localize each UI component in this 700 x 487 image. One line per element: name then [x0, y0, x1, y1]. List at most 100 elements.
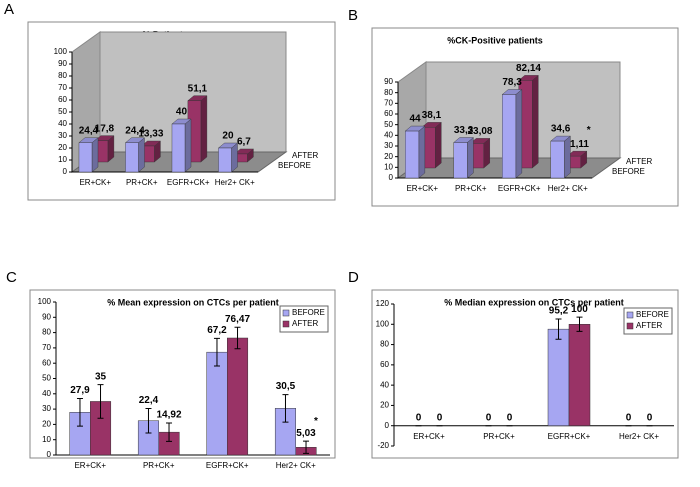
error-bar — [145, 407, 152, 434]
value-label: 14,92 — [157, 410, 182, 421]
error-bar — [555, 318, 562, 340]
y-tick-label: 70 — [58, 83, 67, 92]
x-tick-label: ER+CK+ — [413, 432, 445, 441]
error-bar — [76, 398, 83, 427]
x-tick-label: EGFR+CK+ — [548, 432, 591, 441]
value-label: 20 — [222, 131, 234, 142]
bar — [78, 142, 93, 173]
bar-side — [200, 95, 208, 163]
chart-title: %CK-Positive patients — [447, 35, 543, 45]
bar-side — [184, 118, 192, 173]
bar — [171, 123, 186, 173]
depth-label: AFTER — [292, 151, 318, 160]
error-bar — [282, 394, 289, 423]
value-label: 0 — [626, 412, 632, 423]
value-label: 95,2 — [549, 306, 569, 317]
legend-label: AFTER — [292, 319, 318, 328]
y-tick-label: 70 — [384, 98, 393, 107]
y-tick-label: 90 — [384, 77, 393, 86]
y-tick-label: 20 — [380, 401, 389, 410]
x-tick-label: EGFR+CK+ — [167, 178, 210, 187]
value-label: 51,1 — [188, 83, 208, 94]
x-tick-label: ER+CK+ — [79, 178, 111, 187]
y-tick-label: 80 — [384, 88, 393, 97]
bar — [547, 328, 570, 426]
annotation: * — [587, 125, 591, 136]
x-tick-label: Her2+ CK+ — [619, 432, 659, 441]
y-tick-label: 20 — [58, 143, 67, 152]
bar-side — [138, 137, 145, 173]
value-label: 35 — [95, 371, 107, 382]
error-bar — [97, 384, 104, 419]
bar-side — [564, 135, 571, 179]
bar — [568, 324, 591, 426]
y-tick-label: 30 — [42, 404, 51, 413]
bar — [453, 142, 468, 179]
y-tick-label: 90 — [58, 59, 67, 68]
value-label: 0 — [416, 412, 422, 423]
value-label: 0 — [437, 412, 443, 423]
value-label: 0 — [507, 412, 513, 423]
y-tick-label: 50 — [42, 374, 51, 383]
panel-letter: A — [4, 1, 14, 18]
bar-side — [418, 125, 426, 179]
y-tick-label: 40 — [384, 130, 393, 139]
y-tick-label: 90 — [42, 312, 51, 321]
y-tick-label: 80 — [58, 71, 67, 80]
value-label: 82,14 — [516, 63, 541, 74]
y-tick-label: 0 — [47, 450, 52, 459]
bar — [550, 140, 565, 179]
y-tick-label: 0 — [63, 167, 68, 176]
bar-side — [515, 89, 523, 179]
y-tick-label: -20 — [377, 441, 389, 450]
value-label: 78,3 — [502, 77, 522, 88]
y-tick-label: 20 — [384, 152, 393, 161]
y-tick-label: 50 — [58, 107, 67, 116]
legend-swatch — [626, 311, 634, 319]
error-bar — [576, 316, 583, 332]
error-bar — [166, 422, 173, 442]
bar — [206, 351, 228, 456]
value-label: 0 — [647, 412, 653, 423]
value-label: 34,6 — [551, 124, 571, 135]
y-tick-label: 60 — [384, 109, 393, 118]
legend-label: AFTER — [636, 321, 662, 330]
y-tick-label: 60 — [42, 358, 51, 367]
x-tick-label: Her2+ CK+ — [276, 461, 316, 470]
value-label: 23,08 — [467, 126, 492, 137]
depth-label: BEFORE — [278, 161, 311, 170]
x-tick-label: ER+CK+ — [406, 184, 438, 193]
bar — [227, 337, 249, 456]
legend-label: BEFORE — [292, 308, 325, 317]
y-tick-label: 100 — [38, 297, 52, 306]
value-label: 30,5 — [276, 381, 296, 392]
panel-letter: C — [6, 269, 17, 286]
bar — [218, 147, 232, 173]
x-tick-label: PR+CK+ — [143, 461, 175, 470]
value-label: 67,2 — [207, 325, 227, 336]
legend-swatch — [282, 320, 290, 328]
y-tick-label: 0 — [385, 421, 390, 430]
value-label: 22,4 — [139, 395, 159, 406]
value-label: 38,1 — [422, 110, 442, 121]
legend-label: BEFORE — [636, 310, 669, 319]
bar-side — [467, 137, 474, 179]
legend-swatch — [282, 309, 290, 317]
bar — [405, 130, 420, 179]
bar-side — [532, 74, 539, 169]
chart-title: % Mean expression on CTCs per patient — [107, 297, 279, 307]
y-tick-label: 40 — [380, 380, 389, 389]
x-tick-label: Her2+ CK+ — [215, 178, 255, 187]
legend-swatch — [626, 322, 634, 330]
y-tick-label: 10 — [384, 162, 393, 171]
x-tick-label: EGFR+CK+ — [206, 461, 249, 470]
value-label: 24,4 — [125, 125, 145, 136]
y-tick-label: 60 — [58, 95, 67, 104]
y-tick-label: 20 — [42, 420, 51, 429]
value-label: 33,3 — [454, 125, 474, 136]
value-label: 76,47 — [225, 314, 250, 325]
value-label: 44 — [410, 114, 422, 125]
y-tick-label: 80 — [42, 328, 51, 337]
y-tick-label: 100 — [376, 319, 390, 328]
